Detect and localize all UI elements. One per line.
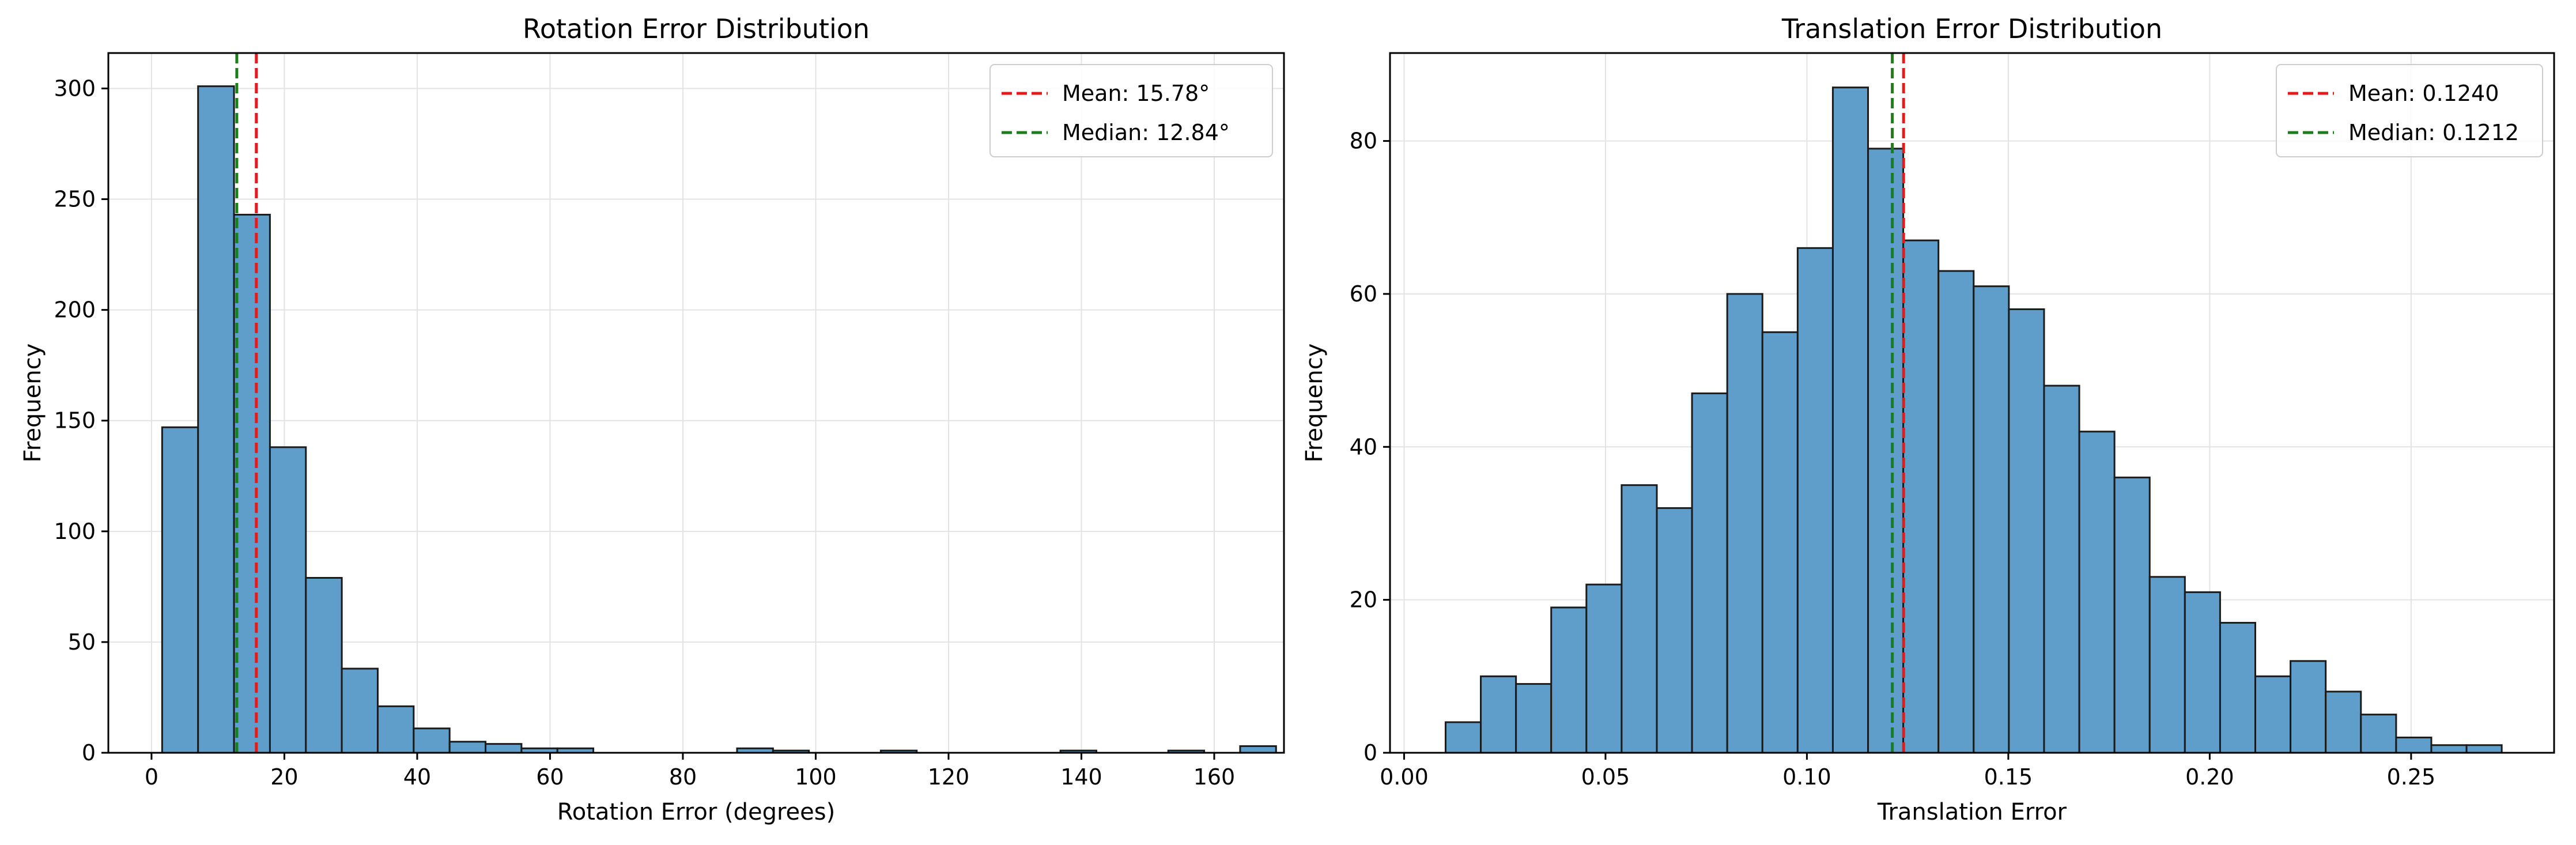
x-axis-label: Translation Error [1877,799,2067,825]
y-tick-label: 80 [1350,129,1377,154]
histogram-bar [1444,721,1482,754]
y-tick-label: 150 [54,408,96,433]
histogram-bar [2148,576,2186,754]
x-tick-label: 0.05 [1581,764,1630,790]
y-tick-label: 100 [54,519,96,544]
histogram-bar [1239,745,1277,754]
x-tick-label: 160 [1193,764,1236,790]
x-tick-label: 0.20 [2185,764,2234,790]
x-tick-label: 20 [270,764,298,790]
chart-title: Translation Error Distribution [1781,13,2162,44]
axes-frame [1389,52,2555,754]
histogram-bar [2184,591,2221,754]
y-tick-label: 20 [1350,587,1377,613]
histogram-bar [2254,675,2292,754]
histogram-bar [485,743,523,754]
histogram-bar [2043,384,2080,754]
chart-title: Rotation Error Distribution [523,13,870,44]
histogram-bar [161,426,199,754]
histogram-bar [233,213,271,754]
x-tick-label: 60 [536,764,564,790]
legend-label: Mean: 0.1240 [2348,81,2499,106]
y-tick-label: 50 [68,629,96,655]
x-tick-label: 0.25 [2387,764,2436,790]
histogram-bar [1796,247,1834,754]
histogram-bar [1691,392,1728,754]
y-tick-label: 60 [1350,281,1377,307]
legend: Mean: 0.1240 Median: 0.1212 [2276,64,2543,157]
x-tick-label: 100 [795,764,837,790]
histogram-bar [1621,484,1658,754]
legend-label: Median: 12.84° [1062,120,1230,145]
histogram-bar [2219,621,2257,754]
histogram-bar [197,85,235,754]
legend-label: Mean: 15.78° [1062,81,1210,106]
histogram-bar [305,577,343,754]
histogram-bar [1585,583,1623,754]
histogram-bar [2078,431,2116,754]
histogram-bar [2360,714,2397,754]
legend-box [989,64,1273,157]
y-axis-label: Frequency [20,344,46,463]
x-axis-label: Rotation Error (degrees) [557,799,835,825]
histogram-bar [341,667,379,754]
x-tick-label: 140 [1060,764,1102,790]
x-tick-label: 40 [403,764,431,790]
histogram-bar [1867,148,1905,754]
translation-error-histogram: 0.00 0.05 0.10 0.15 0.20 0.25 0 20 40 60 80 Transla… [1301,13,2555,825]
histogram-bar [1550,606,1588,754]
histogram-bar [1831,86,1869,754]
histogram-bar [2430,744,2468,754]
histogram-bar [2325,691,2362,754]
rotation-error-histogram: 0 20 40 60 80 100 120 140 160 0 50 100 150 200 250 300 R… [20,13,1285,825]
histogram-bar [269,446,307,754]
x-tick-label: 0 [145,764,158,790]
y-axis-label: Frequency [1301,344,1328,463]
y-tick-label: 0 [1363,740,1377,765]
x-tick-label: 120 [928,764,970,790]
y-tick-label: 300 [54,76,96,101]
histogram-bar [2290,660,2327,754]
axes-frame [107,52,1285,754]
histogram-bar [413,727,451,754]
x-tick-label: 0.10 [1782,764,1831,790]
x-tick-label: 80 [669,764,697,790]
histogram-bar [1902,239,1940,754]
histogram-bar [1726,293,1763,754]
histogram-bar [1761,331,1799,754]
legend: Mean: 15.78° Median: 12.84° [989,64,1273,157]
histogram-bar [1937,270,1975,754]
y-tick-label: 40 [1350,434,1377,459]
histogram-bar [2008,308,2045,754]
histogram-bar [376,705,415,754]
histogram-bar [1515,683,1553,754]
histogram-bar [448,741,487,754]
y-tick-label: 250 [54,187,96,212]
histogram-bar [1480,675,1517,754]
y-tick-label: 200 [54,297,96,323]
histogram-bar [2113,476,2151,754]
x-tick-label: 0.00 [1380,764,1429,790]
x-tick-label: 0.15 [1984,764,2033,790]
legend-box [2276,64,2543,157]
y-tick-label: 0 [82,740,96,765]
histogram-bar [2395,736,2433,754]
legend-label: Median: 0.1212 [2348,120,2519,145]
histogram-bar [2465,744,2503,754]
histogram-bar [1656,507,1693,754]
histogram-bar [1973,285,2010,754]
